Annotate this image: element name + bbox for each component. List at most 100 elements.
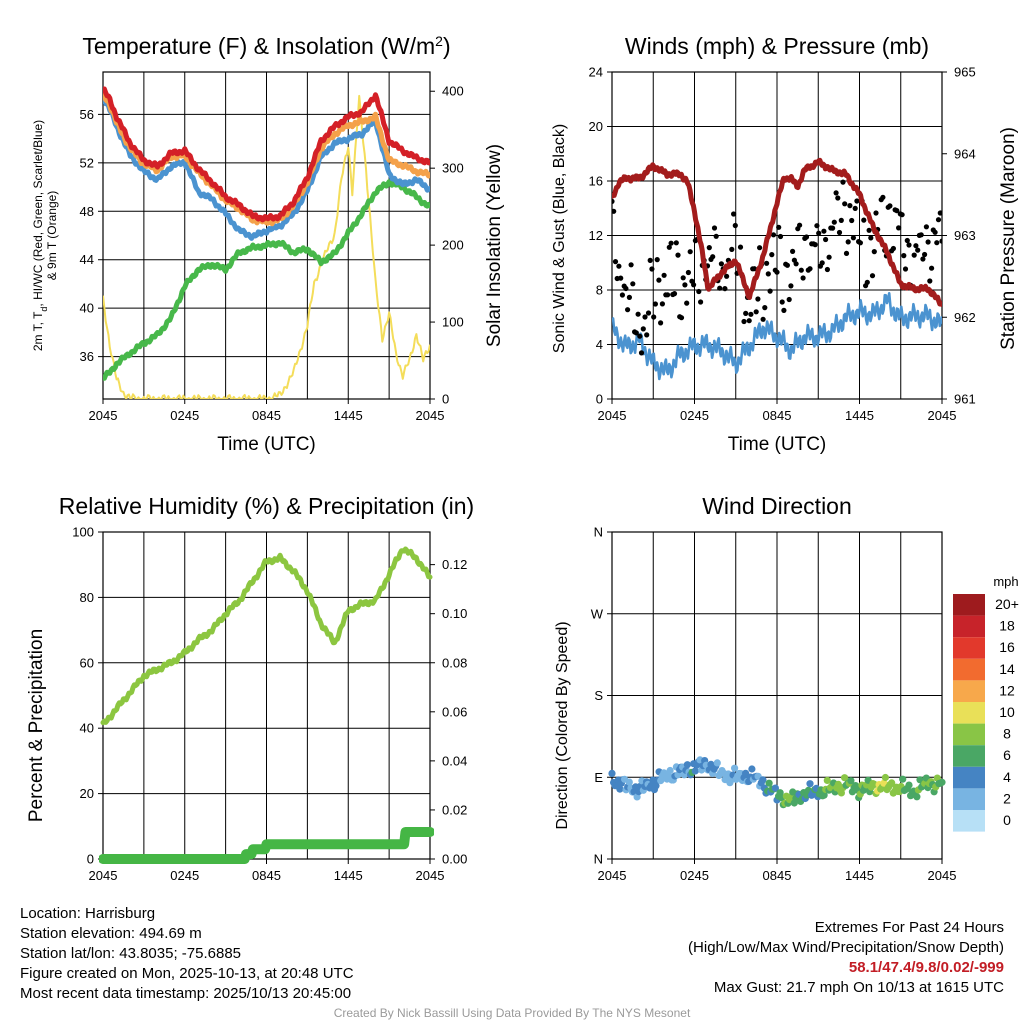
gust-point [717,285,723,291]
y-tick-label: N [594,852,603,867]
x-axis-label: Time (UTC) [217,434,316,455]
gust-point [840,179,846,185]
precipitation-line [99,827,434,864]
y-tick-label: 40 [80,301,94,316]
y-tick-label: W [591,606,604,621]
legend-label: 10 [999,704,1015,720]
direction-point [691,767,699,775]
y-tick-label: 20 [80,786,94,801]
gust-point [868,235,874,241]
gust-point [659,301,666,307]
gust-point [939,238,942,244]
legend-label: 12 [999,682,1015,698]
gust-point [797,222,803,228]
x-tick-label: 1445 [845,408,874,423]
gust-point [918,232,924,238]
direction-point [683,761,692,769]
y-tick-label: 8 [596,283,603,298]
y2-tick-label: 300 [442,161,464,176]
gust-point [764,260,770,266]
gust-point [798,267,804,273]
title-superscript: 2 [435,33,443,49]
gust-point [630,281,636,287]
gust-point [633,330,639,336]
legend-label: 6 [1003,747,1011,763]
gust-point [913,243,919,249]
gust-point [698,299,704,305]
gust-point [786,296,792,303]
gust-point [864,279,870,285]
direction-point [913,793,921,801]
gust-point [932,229,938,235]
gust-point [904,237,910,244]
direction-point [820,791,828,799]
direction-point [806,780,814,788]
legend-swatch [953,615,985,638]
gust-point [652,301,659,307]
gust-point [637,333,643,339]
legend-swatch [953,745,985,767]
wind-direction-panel: 2045 0245 0845 1445 2045 Wind Direction N W S E N D… [554,493,1019,883]
gust-point [826,254,832,260]
gust-point [793,261,799,267]
x-tick-label: 2045 [89,408,118,423]
gust-point [816,230,822,236]
gust-point [854,198,860,204]
direction-point [759,776,767,784]
x-tick-label: 0845 [763,408,792,423]
extremes-block: Extremes For Past 24 Hours (High/Low/Max… [688,918,1004,998]
y-axis-label: Percent & Precipitation [26,629,47,822]
direction-point [616,785,624,793]
gust-point [751,266,758,272]
gust-point [866,227,872,233]
y-axis-label-part: , HI/WC (Red, Green, Scarlet/Blue) [31,120,45,307]
gust-point [767,288,773,294]
gust-point [831,219,837,225]
direction-point [899,775,907,783]
gust-point [755,296,761,302]
gust-point [649,266,655,272]
direction-point [823,776,831,785]
x-tick-label: 2045 [89,868,118,883]
gust-point [684,300,690,306]
x-tick-label: 1445 [334,868,363,883]
gust-point [675,252,681,258]
gust-point [612,259,619,265]
title-close: ) [443,33,451,59]
extremes-title: Extremes For Past 24 Hours [814,919,1004,936]
y-tick-label: N [594,525,603,540]
legend-label: 4 [1003,769,1011,785]
credit-line: Created By Nick Bassill Using Data Provi… [333,1006,691,1020]
gust-point [612,198,615,204]
gust-point [803,234,810,240]
y-tick-label: 80 [80,590,94,605]
direction-point [888,779,896,787]
y-tick-label: 4 [596,337,603,352]
gust-point [899,212,905,218]
legend-swatch [953,702,985,724]
gust-point [922,251,928,258]
gust-point [651,314,657,320]
gust-point [640,326,646,332]
sonic-wind-line [612,292,942,381]
location-text: Location: Harrisburg [20,905,156,922]
gust-point [887,203,893,209]
legend-swatch [953,637,985,659]
y-tick-label: 48 [80,204,94,219]
x-tick-label: 0245 [680,408,709,423]
x-tick-label: 0245 [170,408,199,423]
gust-point [718,261,725,267]
direction-point [748,765,756,773]
y2-tick-label: 0.04 [442,753,467,768]
station-pressure-line [612,157,942,308]
x-tick-label: 2045 [416,408,445,423]
y-tick-label: 0 [596,392,603,407]
direction-point [765,779,773,787]
gust-point [729,246,735,252]
relative-humidity-line [100,546,433,726]
gust-point [626,294,633,300]
gust-point [935,217,942,223]
series-group [99,546,434,864]
y-tick-label: 36 [80,349,94,364]
